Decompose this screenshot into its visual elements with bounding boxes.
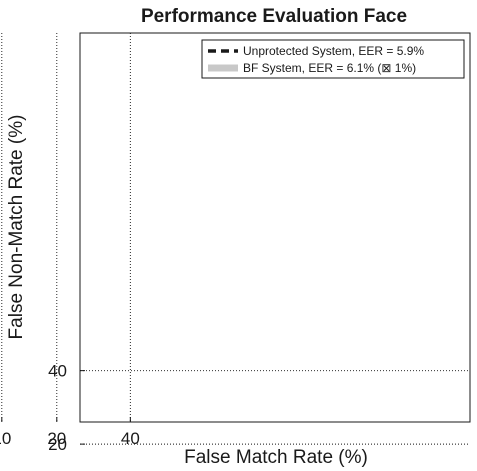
- y-axis-title: False Non-Match Rate (%): [6, 115, 27, 340]
- legend-label-unprotected: Unprotected System, EER = 5.9%: [243, 44, 424, 58]
- x-axis-title: False Match Rate (%): [184, 447, 368, 468]
- x-tick-label: 20: [47, 429, 66, 448]
- grid-layer: [1, 33, 470, 445]
- legend-box: [201, 39, 465, 79]
- legend-label-bf: BF System, EER = 6.1% (⊠ 1%): [243, 61, 416, 75]
- plot-frame: [79, 32, 471, 423]
- chart-title: Performance Evaluation Face: [141, 6, 407, 27]
- tick-layer: 0.10.20.51251020400.10.20.5125102040: [0, 362, 140, 454]
- y-tick-label: 20: [48, 435, 67, 454]
- x-tick-label: 10: [0, 429, 11, 448]
- x-tick-label: 40: [121, 429, 140, 448]
- legend: Unprotected System, EER = 5.9% BF System…: [201, 39, 465, 79]
- y-tick-label: 40: [48, 362, 67, 381]
- series-line-unprotected: [0, 461, 162, 471]
